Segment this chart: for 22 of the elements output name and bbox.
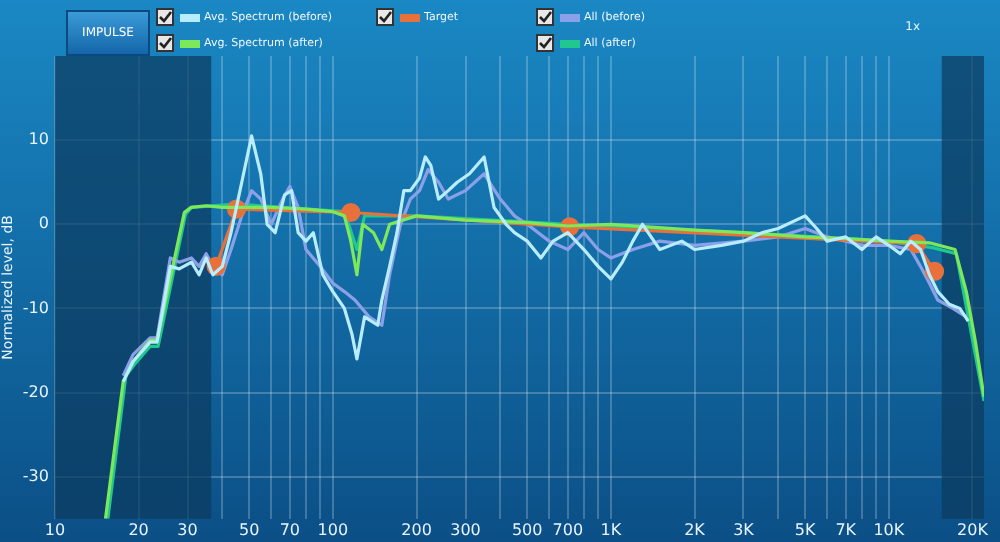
x-tick-label: 200 xyxy=(401,520,432,539)
y-tick-label: 0 xyxy=(38,214,49,233)
x-tick-label: 700 xyxy=(552,520,584,539)
x-tick-label: 70 xyxy=(279,520,301,539)
y-tick-label: -30 xyxy=(22,466,49,485)
x-tick-label: 300 xyxy=(450,520,481,539)
x-tick-label: 30 xyxy=(177,520,198,539)
x-tick-label: 2K xyxy=(684,520,707,539)
x-tick-label: 100 xyxy=(317,520,349,539)
y-tick-label: 10 xyxy=(28,130,49,149)
x-tick-label: 10K xyxy=(873,520,906,539)
x-tick-label: 1K xyxy=(600,520,623,539)
x-tick-label: 20K xyxy=(957,520,990,539)
x-tick-label: 5K xyxy=(794,520,817,539)
x-tick-label: 500 xyxy=(511,520,543,539)
y-tick-label: -20 xyxy=(22,382,49,401)
x-tick-label: 10 xyxy=(44,520,66,539)
y-tick-label: -10 xyxy=(22,298,49,317)
x-tick-label: 7K xyxy=(835,520,858,539)
x-tick-label: 50 xyxy=(239,520,260,539)
x-tick-label: 3K xyxy=(733,520,756,539)
x-tick-label: 20 xyxy=(128,520,149,539)
